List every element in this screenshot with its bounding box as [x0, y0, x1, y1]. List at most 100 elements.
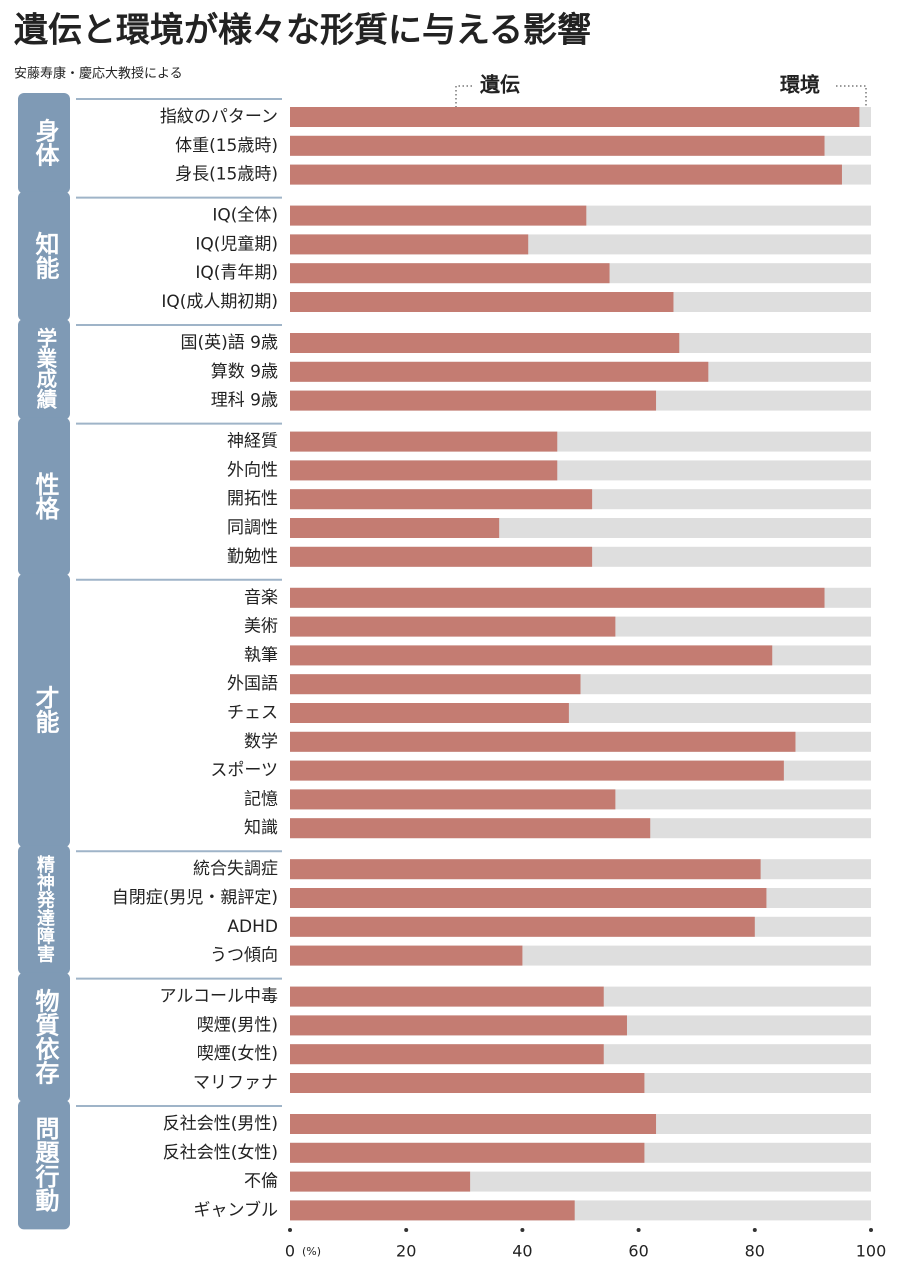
category-label: アルコール中毒	[160, 987, 279, 1007]
group-box	[18, 845, 70, 975]
bar	[290, 361, 709, 382]
bar	[290, 518, 500, 538]
category-label: 外国語	[227, 674, 278, 694]
legend-leader	[836, 85, 867, 110]
tick-mark	[520, 1228, 525, 1232]
bar	[290, 234, 529, 255]
category-label: チェス	[227, 703, 278, 723]
category-label: 喫煙(男性)	[197, 1015, 278, 1035]
category-label: 外向性	[227, 460, 278, 480]
bar	[290, 731, 796, 752]
group-label: 知能	[31, 231, 59, 280]
bar	[290, 333, 680, 353]
category-label: 勤勉性	[227, 547, 278, 567]
tick-mark	[636, 1228, 641, 1232]
bar	[290, 107, 860, 127]
bar	[290, 1171, 471, 1192]
category-label: スポーツ	[210, 761, 278, 781]
category-label: 国(英)語 9歳	[181, 333, 278, 353]
bar	[290, 292, 674, 312]
category-label: マリファナ	[193, 1073, 278, 1093]
category-label: 同調性	[227, 518, 278, 538]
category-label: IQ(全体)	[212, 206, 278, 226]
bar	[290, 789, 616, 810]
category-label: 理科 9歳	[211, 391, 278, 411]
x-tick-label: 80	[745, 1242, 765, 1261]
bar	[290, 674, 581, 695]
group-label: 性格	[31, 472, 59, 521]
chart-subtitle: 安藤寿康・慶応大教授による	[14, 66, 183, 82]
bar	[290, 164, 842, 185]
category-label: IQ(児童期)	[195, 234, 278, 254]
category-label: 指紋のパターン	[160, 107, 278, 127]
bar	[290, 1015, 627, 1036]
x-tick-label: 20	[396, 1242, 416, 1261]
bar	[290, 587, 825, 608]
bar	[290, 135, 825, 156]
category-label: IQ(青年期)	[195, 263, 278, 283]
category-label: ADHD	[227, 917, 278, 937]
category-label: 反社会性(男性)	[163, 1114, 278, 1134]
category-label: 身長(15歳時)	[175, 165, 278, 185]
bar	[290, 1073, 645, 1093]
tick-mark	[869, 1228, 873, 1232]
bar	[290, 431, 558, 452]
category-label: 自閉症(男児・親評定)	[112, 888, 278, 908]
bar	[290, 616, 616, 637]
bar	[290, 1114, 657, 1134]
x-unit: (%)	[302, 1245, 321, 1258]
tick-mark	[404, 1228, 409, 1232]
bar	[290, 986, 604, 1007]
chart-title: 遺伝と環境が様々な形質に与える影響	[14, 11, 591, 51]
category-label: うつ傾向	[210, 946, 278, 966]
bar	[290, 888, 767, 908]
category-label: 不倫	[244, 1172, 278, 1192]
bar	[290, 205, 587, 226]
bar	[290, 1044, 604, 1065]
bar	[290, 859, 761, 880]
category-label: IQ(成人期初期)	[161, 292, 278, 312]
group-box	[18, 93, 70, 194]
bar	[290, 818, 651, 839]
group-label: 問題行動	[31, 1116, 60, 1213]
bar	[290, 916, 755, 937]
x-tick-label: 40	[512, 1242, 532, 1261]
x-tick-label: 60	[628, 1242, 648, 1261]
bar	[290, 390, 657, 411]
bar	[290, 760, 784, 781]
category-label: 知識	[244, 818, 278, 838]
category-label: 執筆	[244, 645, 278, 665]
category-label: 開拓性	[227, 489, 278, 509]
category-label: 喫煙(女性)	[197, 1044, 278, 1064]
category-label: 数学	[244, 732, 278, 752]
group-box	[18, 417, 70, 576]
bar	[290, 945, 523, 966]
group-box	[18, 319, 70, 420]
legend-label: 環境	[780, 73, 820, 97]
group-label: 物質依存	[31, 988, 59, 1085]
group-box	[18, 573, 70, 848]
group-label: 精神発達障害	[34, 854, 56, 964]
category-label: 反社会性(女性)	[163, 1143, 278, 1163]
legend-label: 遺伝	[480, 73, 520, 97]
bar	[290, 1142, 645, 1163]
bar	[290, 460, 558, 481]
category-label: 算数 9歳	[211, 362, 278, 382]
bar	[290, 546, 593, 567]
category-label: 記憶	[244, 789, 278, 809]
category-label: 音楽	[244, 588, 278, 608]
category-label: 統合失調症	[193, 859, 278, 879]
group-label: 才能	[31, 686, 59, 735]
group-label: 身体	[31, 117, 59, 166]
category-label: 神経質	[227, 432, 278, 452]
bar	[290, 1200, 575, 1221]
bar	[290, 703, 569, 723]
group-box	[18, 191, 70, 321]
group-box	[18, 1100, 70, 1230]
category-label: 美術	[244, 617, 278, 637]
category-label: 体重(15歳時)	[175, 136, 278, 156]
bar	[290, 263, 610, 284]
category-label: ギャンブル	[194, 1199, 279, 1220]
tick-mark	[752, 1228, 757, 1232]
